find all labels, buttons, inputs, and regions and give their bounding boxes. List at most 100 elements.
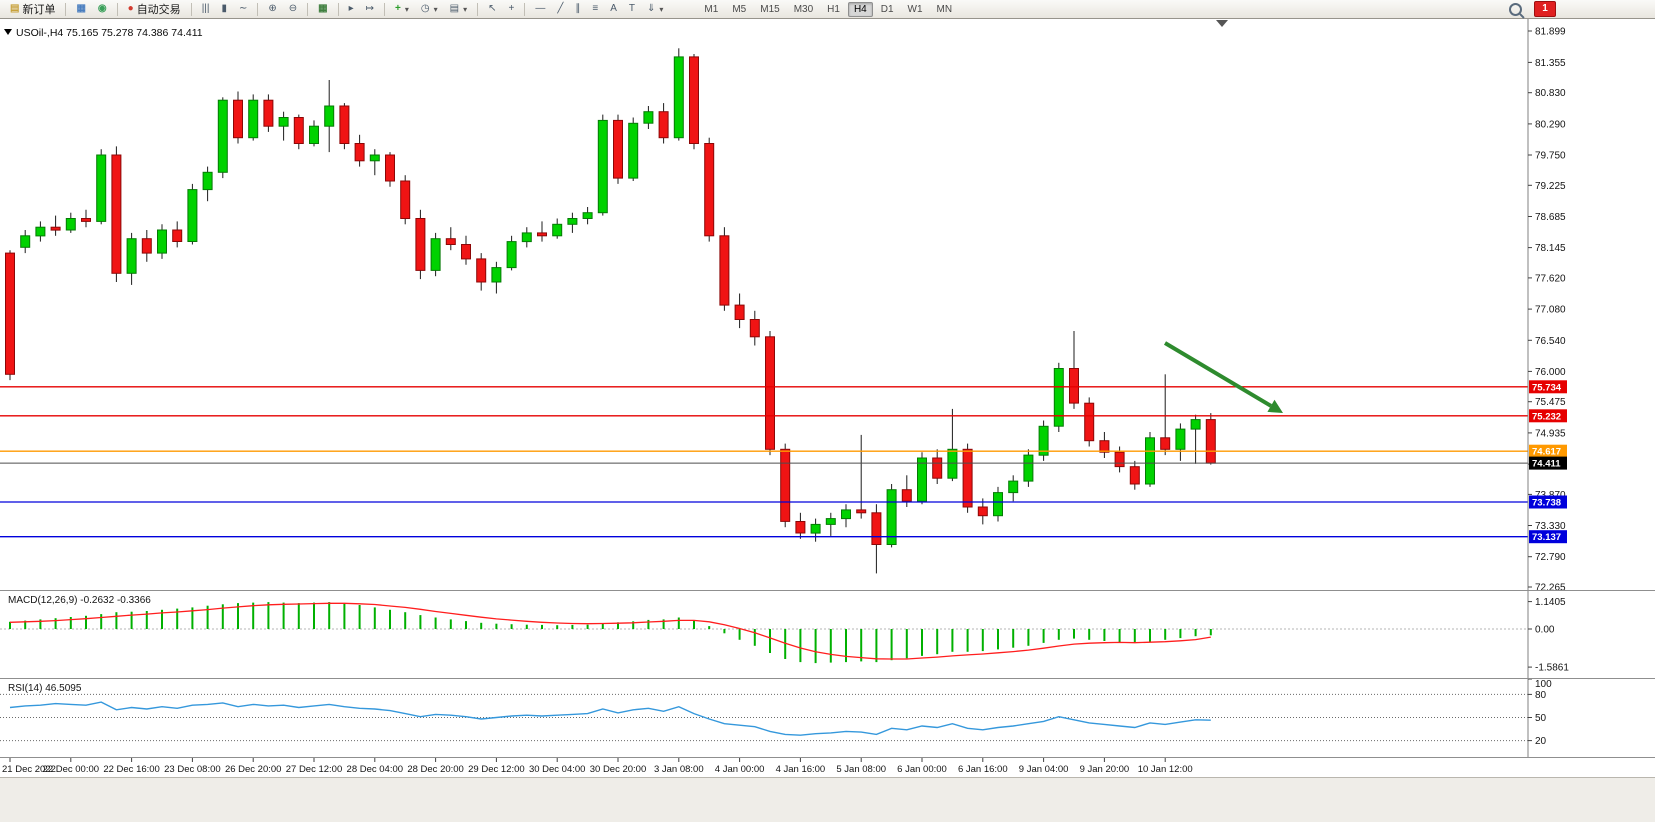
trend-arrow-annotation[interactable]: [1163, 341, 1283, 413]
price-chart-canvas[interactable]: 81.899 81.355 80.830 80.290 79.750 79.22…: [0, 19, 1655, 590]
toolbar-separator: [337, 2, 339, 16]
svg-text:78.145: 78.145: [1535, 243, 1566, 254]
new-order-icon: ▤: [10, 3, 20, 14]
tile-windows-button[interactable]: ▦: [313, 1, 332, 17]
price-chart-panel[interactable]: 81.899 81.355 80.830 80.290 79.750 79.22…: [0, 19, 1655, 590]
price-axis[interactable]: 81.899 81.355 80.830 80.290 79.750 79.22…: [1527, 19, 1566, 590]
timeframe-m5-button[interactable]: M5: [726, 2, 752, 17]
toolbar: ▤ 新订单 ▦ ◉ ● 自动交易 ||| ▮ ∼ ⊕ ⊖ ▦ ▸ ↦ + ▾ ◷ ▾ ▤ ▾ ↖ + — ╱ ∥ ≡ A T ⇓ ▾ M1…: [0, 0, 1655, 19]
toolbar-separator: [384, 2, 386, 16]
toolbar-right: 1: [1509, 1, 1556, 17]
zoom-out-icon: ⊖: [288, 3, 298, 14]
svg-text:6 Jan 16:00: 6 Jan 16:00: [958, 764, 1008, 775]
svg-text:23 Dec 08:00: 23 Dec 08:00: [164, 764, 221, 775]
zoom-in-button[interactable]: ⊕: [263, 1, 281, 17]
svg-text:21 Dec 2022: 21 Dec 2022: [2, 764, 56, 775]
svg-text:22 Dec 16:00: 22 Dec 16:00: [103, 764, 160, 775]
indicators-button[interactable]: + ▾: [390, 1, 414, 17]
text-button[interactable]: A: [605, 1, 622, 17]
svg-text:77.080: 77.080: [1535, 305, 1566, 316]
horizontal-line-button[interactable]: —: [530, 1, 550, 17]
templates-icon: ▤: [449, 3, 460, 14]
toolbar-separator: [257, 2, 259, 16]
svg-text:100: 100: [1535, 679, 1552, 690]
svg-text:78.685: 78.685: [1535, 212, 1566, 223]
crosshair-button[interactable]: +: [504, 1, 520, 17]
templates-caret-icon[interactable]: ▾: [463, 4, 468, 14]
auto-trading-button[interactable]: ● 自动交易: [123, 1, 186, 17]
macd-indicator-panel[interactable]: 1.1405 0.00 -1.5861 MACD(12,26,9) -0.2632…: [0, 590, 1655, 678]
svg-text:9 Jan 20:00: 9 Jan 20:00: [1080, 764, 1130, 775]
svg-text:-1.5861: -1.5861: [1535, 663, 1569, 674]
search-icon[interactable]: [1509, 2, 1522, 16]
svg-text:79.225: 79.225: [1535, 181, 1566, 192]
svg-text:80.830: 80.830: [1535, 88, 1566, 99]
svg-text:73.738: 73.738: [1532, 498, 1561, 509]
timeframe-h4-button[interactable]: H4: [847, 1, 873, 17]
svg-text:30 Dec 04:00: 30 Dec 04:00: [529, 764, 586, 775]
svg-text:75.734: 75.734: [1532, 382, 1562, 393]
timeframe-m15-button[interactable]: M15: [754, 2, 785, 17]
timeframe-m1-button[interactable]: M1: [698, 2, 724, 17]
svg-text:80: 80: [1535, 690, 1547, 701]
toolbar-button-groups: ▤ 新订单 ▦ ◉ ● 自动交易 ||| ▮ ∼ ⊕ ⊖ ▦ ▸ ↦ + ▾ ◷ ▾ ▤ ▾ ↖ + — ╱ ∥ ≡ A T ⇓ ▾: [4, 1, 669, 17]
svg-text:81.355: 81.355: [1535, 58, 1566, 69]
macd-canvas: 1.1405 0.00 -1.5861 MACD(12,26,9) -0.2632…: [0, 591, 1569, 678]
timeframe-d1-button[interactable]: D1: [875, 2, 900, 17]
svg-text:73.330: 73.330: [1535, 521, 1566, 532]
toolbar-separator: [65, 2, 67, 16]
line-chart-button[interactable]: ∼: [234, 1, 252, 17]
cursor-button[interactable]: ↖: [483, 1, 501, 17]
rsi-canvas: 100 80 50 20 RSI(14) 46.5095: [0, 679, 1552, 757]
tile-windows-icon: ▦: [318, 3, 328, 14]
auto-scroll-button[interactable]: ▸: [344, 1, 359, 17]
text-label-button[interactable]: T: [624, 1, 640, 17]
trendline-button[interactable]: ╱: [552, 1, 568, 17]
svg-text:74.935: 74.935: [1535, 428, 1566, 439]
svg-text:26 Dec 20:00: 26 Dec 20:00: [225, 764, 282, 775]
navigator-button[interactable]: ◉: [93, 1, 112, 17]
svg-text:4 Jan 16:00: 4 Jan 16:00: [776, 764, 826, 775]
chart-shift-marker[interactable]: [1216, 20, 1228, 27]
time-axis[interactable]: 21 Dec 2022 22 Dec 00:00 22 Dec 16:00 23 De…: [0, 757, 1655, 777]
svg-text:30 Dec 20:00: 30 Dec 20:00: [590, 764, 647, 775]
fibonacci-button[interactable]: ≡: [587, 1, 603, 17]
notification-badge[interactable]: 1: [1534, 1, 1556, 17]
periods-caret-icon[interactable]: ▾: [433, 4, 438, 14]
rsi-axis[interactable]: 100 80 50 20: [1527, 679, 1552, 757]
rsi-indicator-panel[interactable]: 100 80 50 20 RSI(14) 46.5095: [0, 678, 1655, 757]
timeframe-bar: M1 M5 M15 M30 H1 H4 D1 W1 MN: [697, 1, 959, 17]
templates-button[interactable]: ▤ ▾: [445, 1, 472, 17]
market-watch-icon: ▦: [76, 3, 86, 14]
periods-button[interactable]: ◷ ▾: [416, 1, 443, 17]
bar-chart-button[interactable]: |||: [197, 1, 215, 17]
chart-shift-button[interactable]: ↦: [361, 1, 379, 17]
toolbar-separator: [307, 2, 309, 16]
chart-dropdown-icon[interactable]: [4, 29, 12, 35]
candlestick-chart-button[interactable]: ▮: [216, 1, 232, 17]
macd-axis[interactable]: 1.1405 0.00 -1.5861: [1527, 591, 1569, 678]
svg-text:77.620: 77.620: [1535, 273, 1566, 284]
timeframe-h1-button[interactable]: H1: [821, 2, 846, 17]
timeframe-mn-button[interactable]: MN: [931, 2, 959, 17]
timeframe-w1-button[interactable]: W1: [902, 2, 929, 17]
market-watch-button[interactable]: ▦: [71, 1, 90, 17]
indicators-caret-icon[interactable]: ▾: [404, 4, 409, 14]
equidistant-channel-button[interactable]: ∥: [570, 1, 585, 17]
text-label-icon: T: [628, 3, 636, 14]
arrows-caret-icon[interactable]: ▾: [659, 4, 664, 14]
svg-text:75.232: 75.232: [1532, 411, 1561, 422]
rsi-line: [9, 701, 1211, 736]
timeframe-m30-button[interactable]: M30: [788, 2, 819, 17]
new-order-button[interactable]: ▤ 新订单: [5, 1, 60, 17]
svg-text:6 Jan 00:00: 6 Jan 00:00: [897, 764, 947, 775]
rsi-level-lines: [0, 693, 1528, 742]
svg-text:5 Jan 08:00: 5 Jan 08:00: [836, 764, 886, 775]
zoom-out-button[interactable]: ⊖: [284, 1, 302, 17]
chart-shift-icon: ↦: [365, 3, 375, 14]
equidistant-channel-icon: ∥: [575, 3, 581, 14]
crosshair-icon: +: [508, 3, 515, 14]
arrows-button[interactable]: ⇓ ▾: [642, 1, 668, 17]
svg-text:76.540: 76.540: [1535, 336, 1566, 347]
